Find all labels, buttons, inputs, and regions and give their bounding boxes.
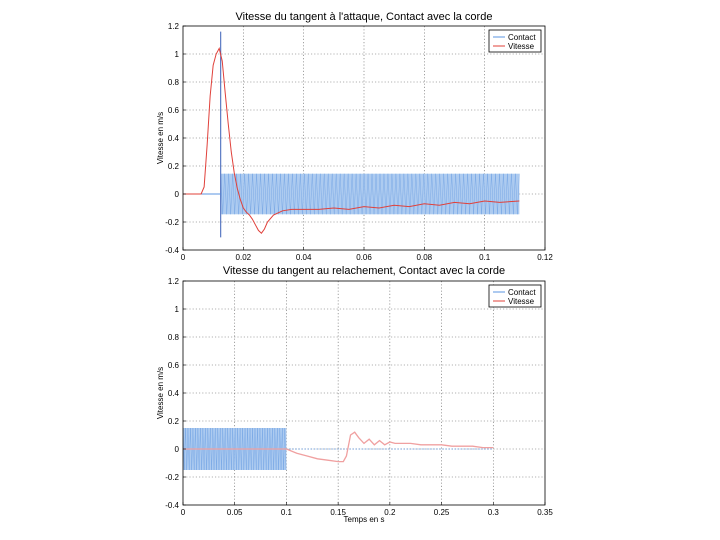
legend-label-contact: Contact (508, 33, 536, 42)
contact-oscillation (220, 173, 520, 215)
x-tick-label: 0.02 (236, 253, 252, 262)
chart-attaque: Vitesse du tangent à l'attaque, Contact … (156, 11, 553, 262)
y-tick-label: 1 (175, 50, 180, 59)
x-tick-label: 0.04 (296, 253, 312, 262)
x-tick-label: 0.25 (434, 508, 450, 517)
legend-label-vitesse: Vitesse (508, 297, 535, 306)
y-tick-label: 0.2 (168, 162, 180, 171)
y-tick-label: -0.2 (165, 473, 179, 482)
chart-title: Vitesse du tangent à l'attaque, Contact … (236, 11, 493, 23)
x-tick-label: 0.1 (281, 508, 293, 517)
y-tick-label: 0.6 (168, 106, 180, 115)
y-tick-label: 0.4 (168, 389, 180, 398)
x-tick-label: 0.15 (330, 508, 346, 517)
x-tick-label: 0.2 (384, 508, 396, 517)
y-tick-label: 0.2 (168, 417, 180, 426)
chart-relachement: Vitesse du tangent au relachement, Conta… (156, 265, 553, 524)
y-tick-label: 0.6 (168, 361, 180, 370)
chart-title: Vitesse du tangent au relachement, Conta… (223, 265, 505, 277)
x-tick-label: 0 (181, 508, 186, 517)
plot-area: 0 0.05 0.1 0.15 0.2 0.25 0.3 0.35 -0.4 -0.2 0 0.2 0.… (165, 277, 553, 517)
legend: Contact Vitesse (488, 284, 542, 308)
vitesse-line (183, 47, 520, 234)
plot-area: 0 0.02 0.04 0.06 0.08 0.1 0.12 -0.4 -0.2 0 0.2 0.4 0… (165, 22, 553, 262)
y-tick-label: 1.2 (168, 22, 180, 31)
legend: Contact Vitesse (488, 29, 542, 53)
y-tick-label: 0 (175, 190, 180, 199)
legend-label-contact: Contact (508, 288, 536, 297)
x-tick-label: 0.35 (537, 508, 553, 517)
y-axis-label: Vitesse en m/s (156, 367, 165, 419)
x-tick-label: 0 (181, 253, 186, 262)
x-tick-label: 0.08 (417, 253, 433, 262)
x-axis-label: Temps en s (344, 515, 385, 524)
y-tick-label: -0.4 (165, 246, 179, 255)
y-axis-label: Vitesse en m/s (156, 112, 165, 164)
y-tick-label: -0.2 (165, 218, 179, 227)
legend-label-vitesse: Vitesse (508, 42, 535, 51)
x-tick-label: 0.12 (537, 253, 553, 262)
y-tick-label: 0.8 (168, 333, 180, 342)
y-tick-label: 1 (175, 305, 180, 314)
x-tick-label: 0.1 (479, 253, 491, 262)
y-tick-label: 0.8 (168, 78, 180, 87)
x-tick-label: 0.3 (488, 508, 500, 517)
vitesse-line (183, 431, 494, 463)
y-tick-label: 0 (175, 445, 180, 454)
x-tick-label: 0.06 (356, 253, 372, 262)
y-tick-label: -0.4 (165, 501, 179, 510)
x-tick-label: 0.05 (227, 508, 243, 517)
y-tick-label: 0.4 (168, 134, 180, 143)
y-tick-label: 1.2 (168, 277, 180, 286)
